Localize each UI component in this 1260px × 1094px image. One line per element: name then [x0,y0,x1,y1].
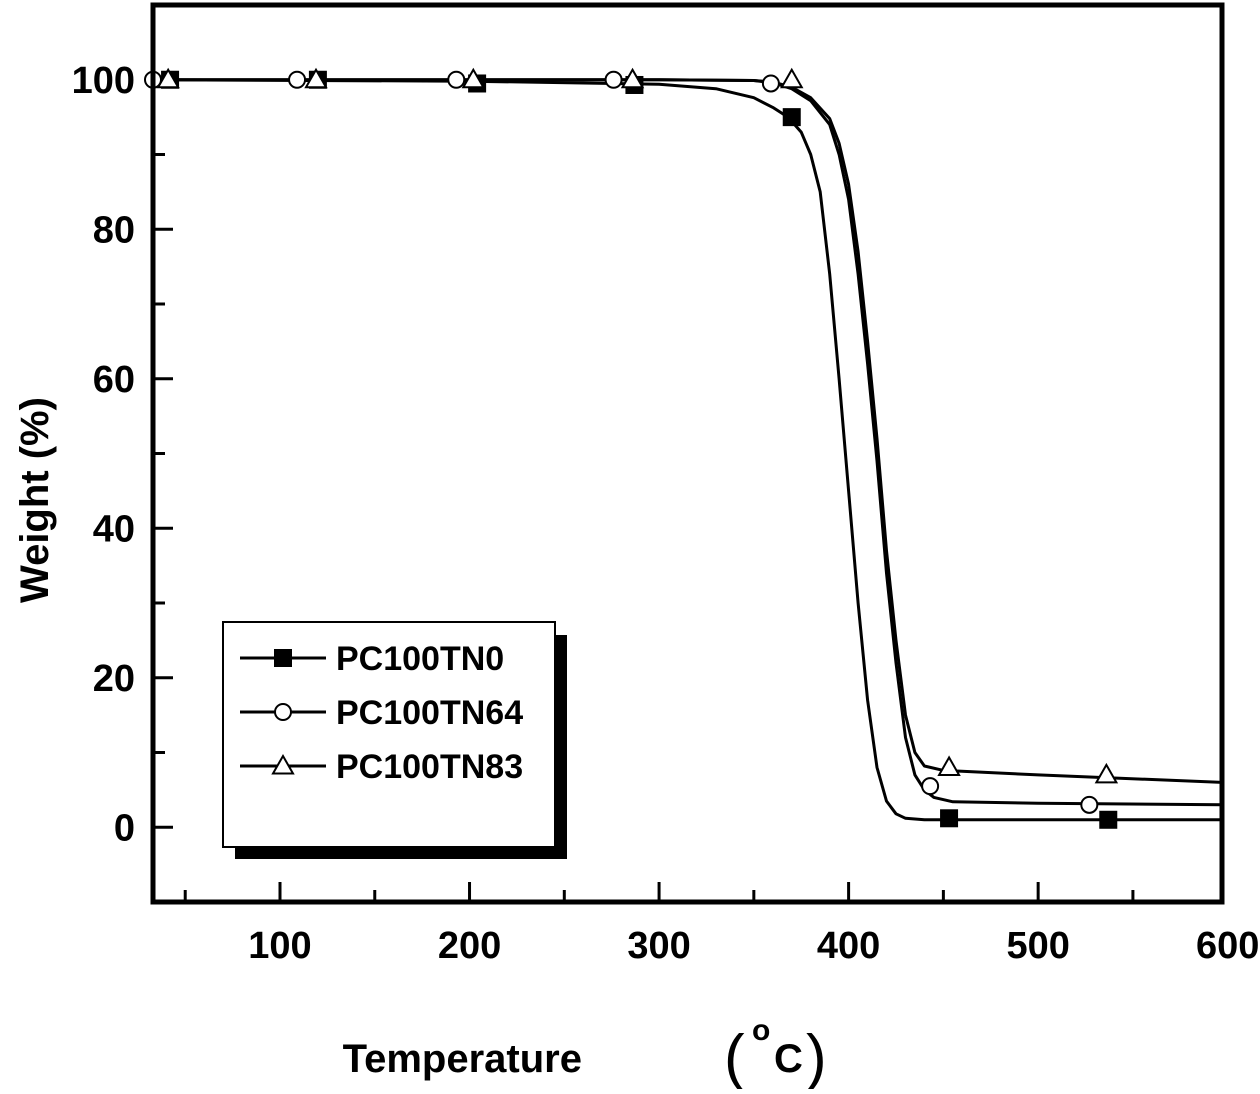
legend-marker-PC100TN83 [271,753,295,775]
y-axis-title: Weight (%) [13,397,57,603]
series-marker-PC100TN64 [761,74,780,93]
legend-marker-PC100TN0 [274,649,292,667]
x-tick-label: 200 [438,925,501,967]
y-tick-label: 20 [93,658,135,700]
y-tick-label: 60 [93,359,135,401]
x-tick-label: 500 [1006,925,1069,967]
x-tick-label: 600 [1196,925,1259,967]
legend-label-PC100TN64: PC100TN64 [336,694,523,732]
series-marker-PC100TN64 [1080,795,1099,814]
x-tick-label: 400 [817,925,880,967]
plot-frame [150,2,1225,905]
legend-label-PC100TN83: PC100TN83 [336,748,523,786]
tick-labels: 100 200 300 400 500 600 0 20 40 60 80 100 [72,60,1260,967]
x-axis-title-open-paren: ( [724,1023,745,1089]
x-axis-title-text: Temperature [343,1037,582,1081]
x-axis-title-unit: C [774,1037,803,1081]
y-tick-label: 40 [93,508,135,550]
x-axis-title: Temperature ( o C ) [343,1014,827,1092]
series-marker-PC100TN83 [620,67,645,89]
series-marker-PC100TN83 [156,67,180,89]
legend-label-PC100TN0: PC100TN0 [336,640,504,678]
x-axis-title-degree: o [752,1014,770,1047]
y-tick-label: 80 [93,209,135,251]
series-marker-PC100TN0 [782,108,801,127]
series-marker-PC100TN64 [921,777,940,796]
series-marker-PC100TN64 [447,70,466,89]
series-marker-PC100TN83 [1094,762,1119,784]
series-marker-PC100TN83 [304,67,328,89]
x-axis-title-close-paren: ) [806,1023,827,1089]
series-marker-PC100TN0 [940,809,959,828]
x-tick-label: 100 [248,925,311,967]
x-tick-label: 300 [627,925,690,967]
y-tick-label: 100 [72,60,135,102]
series-marker-PC100TN64 [288,70,307,89]
series-marker-PC100TN83 [780,67,804,89]
y-tick-label: 0 [114,807,135,849]
series-marker-PC100TN83 [937,755,961,776]
legend-marker-PC100TN64 [274,703,292,721]
legend: PC100TN0 PC100TN64 PC100TN83 [222,621,567,859]
series-marker-PC100TN0 [1099,810,1118,829]
series-marker-PC100TN83 [461,67,486,89]
series-line-PC100TN0 [153,78,1222,822]
series-marker-PC100TN64 [604,70,623,89]
